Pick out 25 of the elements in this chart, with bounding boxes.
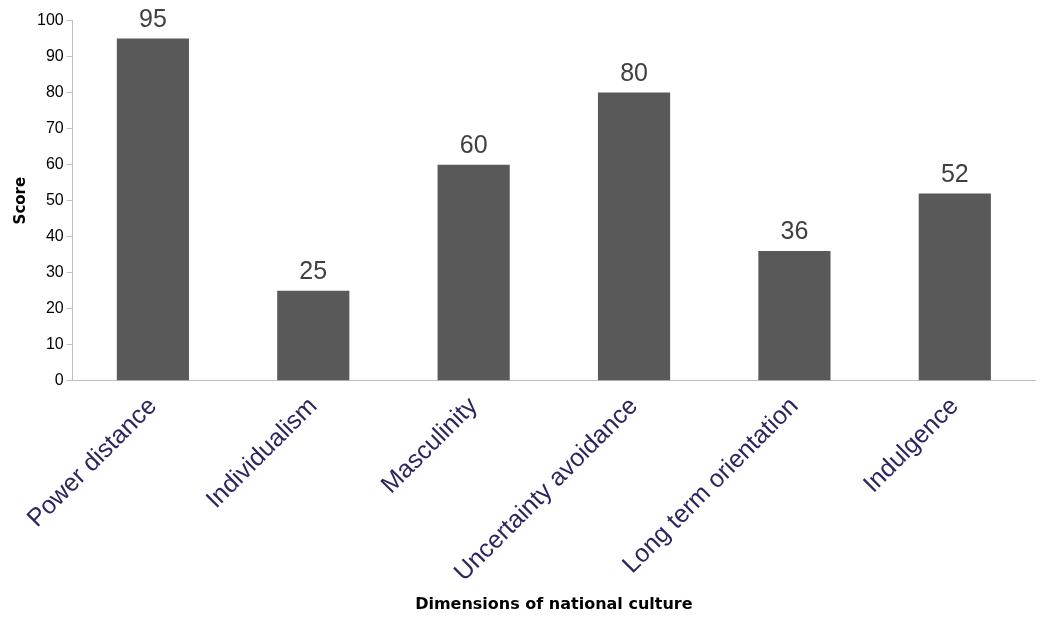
y-tick-label: 0 xyxy=(54,371,64,389)
y-tick-label: 100 xyxy=(36,11,64,29)
y-tick-label: 20 xyxy=(45,299,64,317)
y-tick-label: 80 xyxy=(45,83,64,101)
bar xyxy=(918,193,991,381)
bar xyxy=(277,290,350,381)
y-tick-label: 40 xyxy=(45,227,64,245)
y-tick-label: 70 xyxy=(45,119,64,137)
y-tick-label: 60 xyxy=(45,155,64,173)
y-tick-label: 90 xyxy=(45,47,64,65)
y-tick-label: 10 xyxy=(45,335,64,353)
bar xyxy=(437,164,510,381)
y-axis-title: Score xyxy=(10,176,29,225)
y-tick-label: 30 xyxy=(45,263,64,281)
data-label: 95 xyxy=(138,3,167,32)
data-label: 25 xyxy=(299,256,328,285)
data-label: 52 xyxy=(940,158,969,187)
y-tick-label: 50 xyxy=(45,191,64,209)
data-label: 80 xyxy=(620,58,648,87)
bar xyxy=(758,251,831,381)
data-label: 36 xyxy=(780,216,809,245)
x-axis-title: Dimensions of national culture xyxy=(415,593,693,613)
bar xyxy=(597,92,671,381)
data-label: 60 xyxy=(459,130,488,159)
bar xyxy=(116,38,189,381)
